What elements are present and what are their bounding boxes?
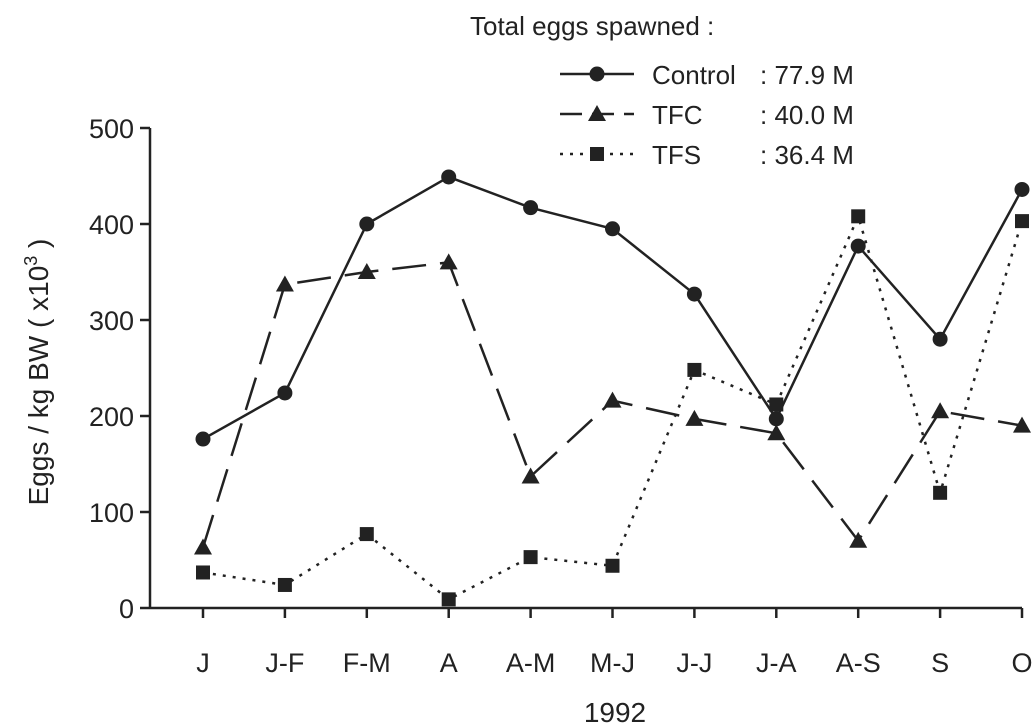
data-point-circle: [441, 169, 457, 185]
data-point-square: [196, 565, 210, 580]
y-tick-label: 0: [119, 594, 134, 624]
data-point-triangle: [439, 253, 458, 270]
legend-title: Total eggs spawned :: [470, 11, 714, 41]
legend-item-control: Control : 77.9 M: [560, 60, 854, 90]
x-tick-label: M-J: [590, 648, 635, 678]
data-point-circle: [768, 411, 784, 427]
y-axis-title-main: Eggs / kg BW ( x10: [23, 266, 54, 506]
x-tick-label: J-J: [676, 648, 712, 678]
y-tick-label: 400: [89, 210, 134, 240]
series-tfc: [194, 253, 1031, 555]
data-point-triangle: [521, 467, 540, 484]
series-line: [202, 215, 1024, 601]
data-point-circle: [359, 216, 375, 232]
data-point-square: [687, 362, 702, 377]
legend-series-total: : 77.9 M: [760, 60, 854, 90]
legend-series-total: : 36.4 M: [760, 140, 854, 170]
legend-item-tfc: TFC : 40.0 M: [560, 100, 854, 130]
legend-series-name: TFC: [652, 100, 703, 130]
data-point-circle: [1014, 181, 1030, 197]
y-tick-label: 500: [89, 114, 134, 144]
data-point-triangle: [767, 424, 786, 441]
data-point-square: [277, 577, 292, 592]
data-point-circle: [523, 200, 539, 216]
data-point-square: [441, 592, 456, 607]
data-point-circle: [277, 385, 293, 401]
axes: [148, 128, 1022, 610]
data-point-triangle: [275, 275, 294, 292]
x-tick-label: J: [196, 648, 210, 678]
x-tick-label: A: [440, 648, 458, 678]
data-point-triangle: [1013, 416, 1031, 433]
data-point-triangle: [849, 531, 868, 548]
legend-series-name: Control: [652, 60, 736, 90]
y-tick-label: 300: [89, 306, 134, 336]
x-tick-label: O: [1011, 648, 1032, 678]
series-layer: [194, 169, 1031, 607]
y-axis-title: Eggs / kg BW ( x103 ): [21, 239, 54, 506]
y-ticks: 0 100 200 300 400 500: [89, 114, 150, 624]
y-tick-label: 200: [89, 402, 134, 432]
x-tick-label: A-M: [506, 648, 556, 678]
data-point-triangle: [931, 402, 950, 419]
data-point-square: [605, 558, 620, 573]
data-point-circle: [850, 238, 866, 254]
data-point-triangle: [357, 263, 376, 279]
legend-marker-circle: [589, 66, 605, 82]
data-point-circle: [932, 331, 948, 347]
legend-series-total: : 40.0 M: [760, 100, 854, 130]
x-tick-label: F-M: [343, 648, 391, 678]
data-point-triangle: [685, 409, 704, 426]
data-point-square: [359, 527, 374, 542]
legend: Total eggs spawned : Control : 77.9 M TFC:…: [470, 11, 854, 170]
data-point-square: [523, 550, 538, 565]
series-tfs: [196, 209, 1029, 607]
x-tick-label: S: [931, 648, 949, 678]
data-point-square: [851, 209, 866, 224]
x-tick-label: J-A: [756, 648, 797, 678]
x-tick-label: A-S: [836, 648, 881, 678]
data-point-circle: [605, 221, 620, 237]
x-tick-label: J-F: [265, 648, 304, 678]
x-axis-title: 1992: [584, 697, 646, 728]
data-point-triangle: [194, 538, 212, 555]
data-point-square: [933, 485, 948, 500]
y-tick-label: 100: [89, 498, 134, 528]
legend-marker-triangle: [588, 105, 606, 121]
legend-series-name: TFS: [652, 140, 701, 170]
legend-item-tfs: TFS : 36.4 M: [560, 140, 854, 170]
data-point-square: [769, 397, 784, 412]
data-point-circle: [195, 431, 211, 447]
data-point-square: [1015, 214, 1029, 229]
data-point-circle: [686, 286, 702, 302]
x-ticks: J J-F F-M A A-M M-J J-J J-A A-S S O: [196, 608, 1033, 678]
legend-marker-square: [590, 147, 604, 161]
series-control: [195, 169, 1030, 447]
y-axis-title-superscript: 3: [21, 256, 41, 266]
y-axis-title-close: ): [23, 239, 54, 256]
data-point-triangle: [603, 391, 622, 408]
